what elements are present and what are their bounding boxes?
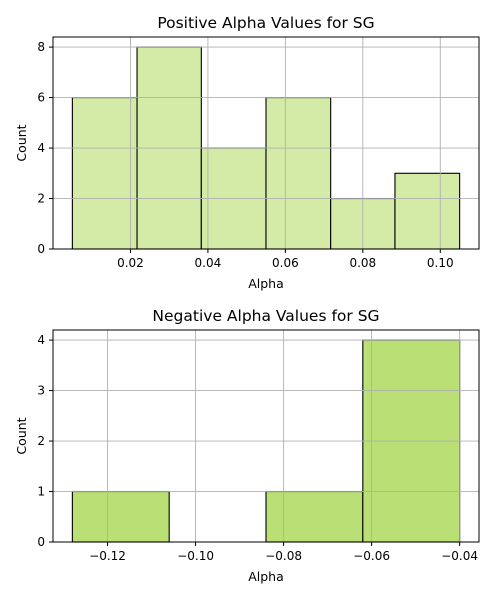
x-tick-label: 0.10 [427, 256, 454, 270]
x-axis-label: Alpha [248, 276, 284, 291]
x-tick-label: 0.08 [349, 256, 376, 270]
x-tick-label: 0.02 [117, 256, 144, 270]
chart-title: Positive Alpha Values for SG [157, 14, 374, 32]
y-axis-label: Count [14, 417, 29, 454]
histogram-bar [265, 97, 332, 250]
histogram-bar [265, 490, 364, 543]
chart-0: 0.02 0.04 0.06 0.08 0.10 0 2 4 6 8 Positive Alpha … [14, 14, 480, 291]
histogram-bar [71, 490, 170, 543]
y-tick-label: 0 [37, 242, 45, 256]
y-tick-label: 4 [37, 333, 45, 347]
x-tick-label: −0.06 [353, 549, 390, 563]
y-tick-label: 2 [37, 434, 45, 448]
y-tick-label: 3 [37, 384, 45, 398]
y-tick-label: 6 [37, 91, 45, 105]
y-tick-label: 8 [37, 40, 45, 54]
plot-frame [52, 329, 480, 543]
y-tick-label: 2 [37, 192, 45, 206]
x-tick-label: −0.04 [441, 549, 478, 563]
x-tick-label: 0.06 [272, 256, 299, 270]
y-tick-label: 0 [37, 535, 45, 549]
x-tick-label: −0.10 [177, 549, 214, 563]
y-axis-label: Count [14, 124, 29, 161]
chart-1: −0.12 −0.10 −0.08 −0.06 −0.04 0 1 2 3 4 Negative A… [14, 307, 480, 584]
plot-frame [52, 36, 480, 250]
y-tick-label: 1 [37, 485, 45, 499]
chart-title: Negative Alpha Values for SG [152, 307, 379, 325]
x-axis-label: Alpha [248, 569, 284, 584]
histogram-bar [71, 97, 138, 250]
x-tick-label: −0.08 [265, 549, 302, 563]
histogram-bar [394, 172, 461, 250]
y-tick-label: 4 [37, 141, 45, 155]
x-tick-label: −0.12 [89, 549, 126, 563]
x-tick-label: 0.04 [195, 256, 222, 270]
